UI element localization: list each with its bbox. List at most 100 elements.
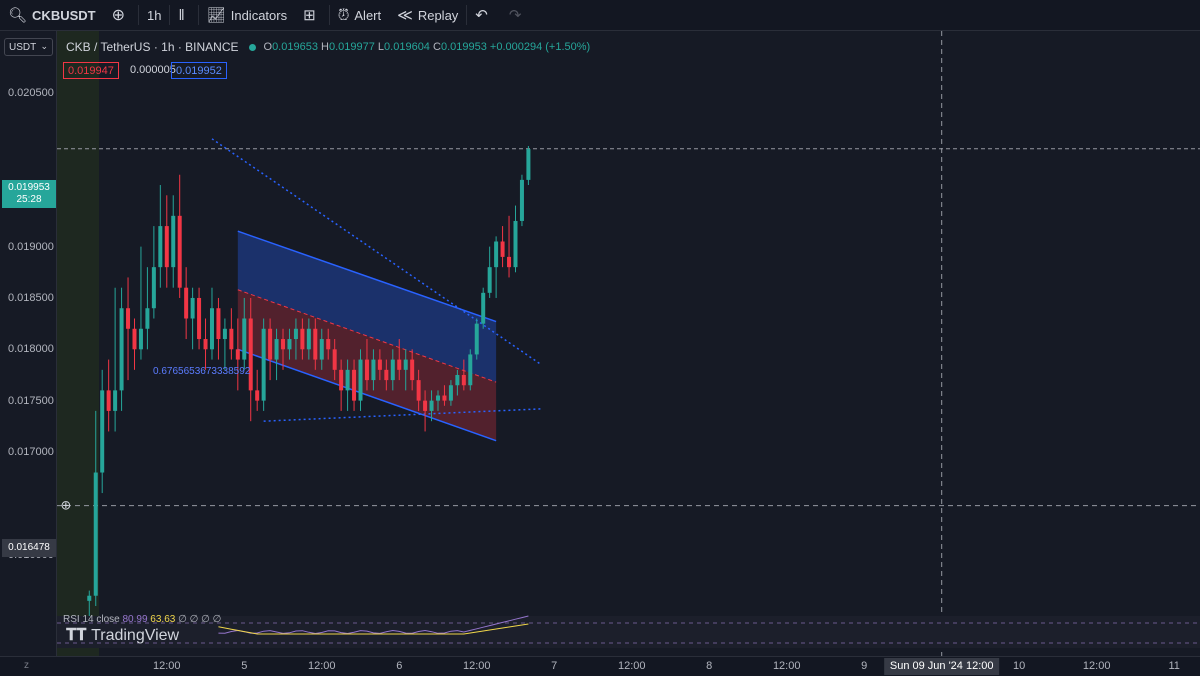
candle-body — [326, 339, 331, 350]
change-value: +0.000294 (+1.50%) — [489, 41, 591, 53]
candle-body — [507, 256, 512, 268]
candle-body — [442, 395, 447, 401]
toolbar-divider — [197, 5, 199, 25]
toolbar-divider — [328, 5, 330, 25]
chart-type-button[interactable]: ‖ — [170, 0, 197, 31]
price-tick-label: 0.018500 — [8, 291, 54, 304]
brand-name: TradingView — [91, 627, 180, 644]
time-axis[interactable]: z 12:00 5 12:00 6 12:00 7 12:00 8 12:00 9 10 12:00 1… — [0, 656, 1200, 676]
candle-body — [384, 369, 389, 381]
open-value: 0.019653 — [272, 41, 318, 53]
price-tick-label: 0.017500 — [8, 394, 54, 407]
candle-body — [448, 385, 453, 401]
market-status-icon — [248, 43, 256, 51]
candle-body — [397, 359, 402, 370]
compare-button[interactable]: ⊕ — [104, 0, 138, 31]
alert-button[interactable]: ⏰︎ Alert — [330, 0, 389, 31]
candle-body — [293, 328, 298, 340]
candle-body — [113, 390, 118, 411]
currency-select[interactable]: USDT ⌄ — [4, 38, 53, 56]
candle-body — [455, 374, 460, 386]
candle-body — [300, 328, 305, 350]
candle-body — [145, 308, 150, 329]
time-tick-label: 5 — [241, 660, 248, 672]
replay-button[interactable]: ≪ Replay — [389, 0, 466, 31]
rsi-ma-line — [218, 623, 529, 635]
sell-price-button[interactable]: 0.019947 — [63, 62, 119, 79]
candle-body — [203, 339, 208, 350]
candle-body — [332, 349, 337, 370]
candle-body — [513, 220, 518, 268]
toolbar-divider — [466, 5, 468, 25]
lower-trend-line — [263, 408, 542, 422]
undo-button[interactable]: ↶ — [467, 0, 501, 31]
currency-label: USDT — [9, 42, 37, 53]
close-key: C — [433, 41, 441, 53]
alert-label: Alert — [354, 7, 382, 23]
channel-top-line — [237, 230, 497, 323]
time-tick-label: 6 — [396, 660, 403, 672]
candle-body — [364, 359, 369, 381]
candle-body — [494, 241, 499, 268]
price-axis[interactable]: USDT ⌄ 0.0205000.0195000.0190000.0185000… — [0, 31, 57, 656]
candle-body — [416, 380, 421, 401]
candle-body — [306, 328, 311, 350]
candle-body — [216, 308, 221, 340]
upper-trend-line — [211, 138, 542, 366]
rsi-name: RSI — [63, 614, 80, 625]
candle-body — [461, 374, 466, 386]
candle-body — [481, 292, 486, 324]
low-value: 0.019604 — [384, 41, 430, 53]
interval-label: 1h — [147, 7, 162, 23]
rsi-legend: RSI 14 close 80.99 63.63 ∅ ∅ ∅ ∅ — [63, 614, 221, 625]
candle-body — [339, 369, 344, 391]
time-tick-label: 10 — [1013, 660, 1026, 672]
redo-button[interactable]: ↷ — [501, 0, 535, 31]
candle-body — [100, 390, 105, 473]
candle-body — [268, 328, 273, 360]
timezone-icon[interactable]: z — [24, 660, 29, 671]
candle-body — [248, 318, 253, 391]
candle-body — [319, 339, 324, 360]
candle-body — [487, 267, 492, 293]
candle-body — [261, 328, 266, 401]
templates-button[interactable]: ⊞ — [295, 0, 329, 31]
candle-body — [468, 354, 473, 386]
price-tick-label: 0.020500 — [8, 86, 54, 99]
candle-body — [235, 349, 240, 360]
symbol-search[interactable]: 🔍︎ CKBUSDT — [0, 0, 104, 31]
channel-bottom-line — [237, 348, 497, 442]
add-symbol-icon: ⊕ — [111, 7, 126, 24]
last-price: 0.019953 — [8, 182, 50, 193]
time-tick-label: 12:00 — [1082, 660, 1111, 672]
candle-body — [371, 359, 376, 381]
candle-body — [526, 149, 531, 180]
time-tick-label: 7 — [551, 660, 558, 672]
candle-body — [403, 359, 408, 370]
session-highlight — [57, 31, 99, 656]
fib-level-label: 0.6765653673338592 — [153, 366, 251, 377]
candle-body — [177, 215, 182, 288]
candle-body — [390, 359, 395, 381]
open-key: O — [263, 41, 273, 53]
chart-canvas[interactable]: ⊕ — [57, 31, 1200, 656]
bar-countdown: 25:28 — [16, 194, 42, 205]
candle-body — [132, 328, 137, 350]
time-tick-label: 9 — [861, 660, 868, 672]
candle-body — [281, 339, 286, 350]
buy-price-button[interactable]: 0.019952 — [171, 62, 227, 79]
replay-label: Replay — [417, 7, 459, 23]
high-key: H — [321, 41, 329, 53]
undo-icon: ↶ — [475, 7, 488, 24]
candle-body — [222, 328, 227, 340]
indicators-button[interactable]: 📈︎ Indicators — [199, 0, 295, 31]
candle-body — [209, 308, 214, 350]
price-tick-label: 0.018000 — [8, 343, 54, 356]
chevron-down-icon: ⌄ — [40, 41, 48, 51]
candle-body — [171, 215, 176, 268]
candle-body — [184, 287, 189, 319]
candle-body — [274, 339, 279, 360]
candle-body — [410, 359, 415, 381]
interval-button[interactable]: 1h — [139, 0, 169, 31]
candle-body — [151, 267, 156, 309]
